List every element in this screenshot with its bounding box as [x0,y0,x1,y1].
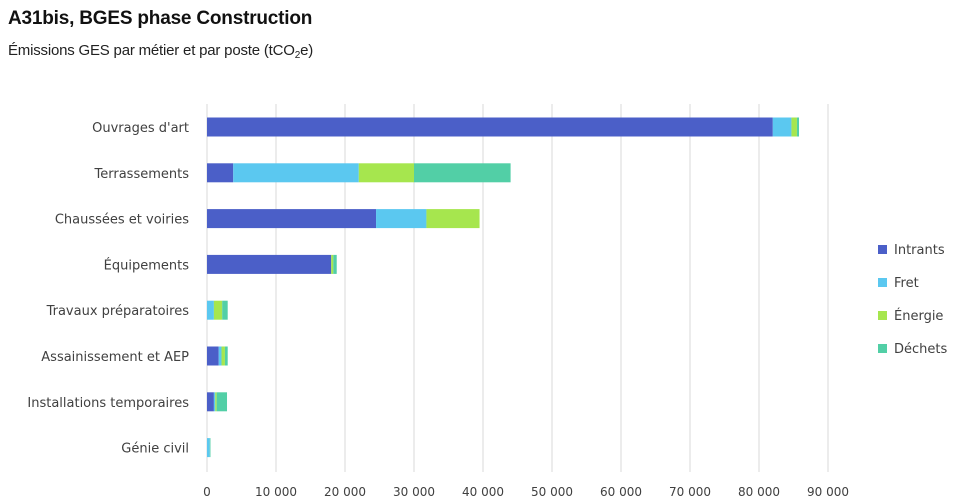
x-tick-label: 10 000 [255,485,297,499]
bar-segment [224,346,228,366]
bar-segment [331,254,334,274]
legend-swatch [878,344,887,353]
x-axis-tick-labels: 0 10 000 20 000 30 000 40 000 50 000 60 000 70 … [203,485,849,499]
x-tick-label: 90 000 [807,485,849,499]
legend-label: Fret [894,276,919,291]
category-label: Terrassements [94,167,190,182]
bar-segment [207,438,210,458]
bar-segment [207,209,377,229]
legend-swatch [878,311,887,320]
subtitle-text: Émissions GES par métier et par poste (t… [8,42,295,59]
subtitle-end: e) [300,42,314,59]
bar-segment [218,346,222,366]
x-tick-label: 80 000 [738,485,780,499]
bar-segment [358,163,414,183]
bar-segment [207,346,219,366]
bar-segment [233,163,359,183]
bar-segment [207,254,332,274]
legend-label: Intrants [894,243,945,258]
bar-segment [216,392,228,412]
category-label: Chaussées et voiries [55,213,189,228]
legend-swatch [878,278,887,287]
x-tick-label: 40 000 [462,485,504,499]
category-labels: Ouvrages d'art Terrassements Chaussées et … [27,121,189,457]
legend-label: Énergie [894,308,943,324]
bar-segment [414,163,511,183]
bar-segment [213,392,216,412]
legend-swatch [878,245,887,254]
bar-segment [215,392,217,412]
bar-segment [791,117,797,137]
x-tick-label: 30 000 [393,485,435,499]
category-label: Travaux préparatoires [46,304,190,319]
bar-segment [207,117,773,137]
legend: Intrants Fret Énergie Déchets [878,243,947,357]
category-label: Génie civil [121,442,189,457]
bar-segment [209,438,211,458]
bar-segment [213,300,223,320]
x-tick-label: 0 [203,485,211,499]
gridlines [206,104,829,472]
bar-segment [207,300,214,320]
bar-segment [333,254,337,274]
category-label: Équipements [104,257,190,273]
bar-segment [207,163,234,183]
category-label: Assainissement et AEP [41,350,189,365]
bars [207,117,800,458]
bar-segment [207,392,214,412]
bar-segment [426,209,480,229]
chart-title: A31bis, BGES phase Construction [8,8,313,29]
x-tick-label: 60 000 [600,485,642,499]
chart-subtitle: Émissions GES par métier et par poste (t… [8,42,314,61]
x-tick-label: 70 000 [669,485,711,499]
legend-label: Déchets [894,342,947,357]
bar-segment [376,209,427,229]
bar-segment [796,117,800,137]
subtitle-subscript: 2 [294,50,301,61]
bar-segment [221,346,225,366]
bar-segment [222,300,228,320]
category-label: Installations temporaires [27,396,189,411]
x-tick-label: 20 000 [324,485,366,499]
bar-segment [772,117,792,137]
x-tick-label: 50 000 [531,485,573,499]
category-label: Ouvrages d'art [92,121,189,136]
